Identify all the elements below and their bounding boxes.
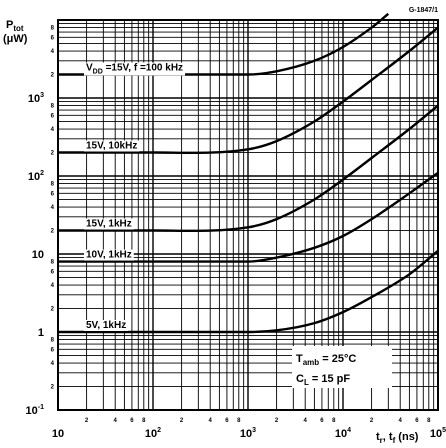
x-minor-tick-label: 8 [427, 418, 431, 424]
y-axis-title: Ptot (μW) [3, 19, 28, 45]
y-minor-tick-label: 4 [51, 127, 55, 133]
x-axis-title-sub-2: f [393, 436, 396, 445]
y-tick-label: 103 [28, 92, 44, 105]
x-axis-title: tr, tf (ns) [376, 431, 419, 445]
series-label-1: 15V, 10kHz [86, 141, 137, 152]
series-label-2: 15V, 1kHz [86, 219, 132, 230]
conditions-box: Tamb = 25°C CL = 15 pF [292, 346, 392, 388]
x-tick-label: 104 [335, 427, 351, 440]
series-curve-2 [58, 104, 439, 233]
y-minor-tick-label: 4 [51, 49, 55, 55]
x-minor-tick-label: 8 [332, 418, 336, 424]
x-axis-title-part-3: (ns) [395, 431, 419, 443]
y-minor-tick-label: 2 [51, 151, 55, 157]
y-minor-tick-label: 6 [51, 35, 55, 41]
x-minor-tick-label: 4 [209, 418, 213, 424]
x-tick-label: 103 [240, 427, 256, 440]
series-curve-3 [58, 171, 439, 263]
ambient-temperature-label: Tamb = 25°C [296, 353, 356, 367]
y-minor-tick-label: 8 [51, 260, 55, 266]
x-minor-tick-label: 2 [85, 418, 89, 424]
x-minor-tick-label: 4 [114, 418, 118, 424]
y-minor-tick-label: 4 [51, 205, 55, 211]
y-minor-tick-label: 2 [51, 385, 55, 391]
y-tick-label: 1 [38, 327, 44, 339]
series-label-background [84, 249, 134, 261]
y-minor-tick-label: 6 [51, 269, 55, 275]
labels: 10 102 103 104 105 2 4 6 8 2 4 6 8 2 4 6 8 2 4 6 8 10-1 1 10 102… [26, 26, 446, 440]
x-minor-tick-label: 6 [320, 418, 324, 424]
series-label-background [84, 62, 186, 76]
y-axis-title-unit: (μW) [3, 33, 28, 45]
series-label-0: VDD =15V, f =100 kHz [86, 63, 183, 76]
y-minor-tick-label: 8 [51, 338, 55, 344]
y-minor-tick-label: 6 [51, 347, 55, 353]
y-minor-tick-label: 8 [51, 182, 55, 188]
y-axis-title-subscript: tot [13, 24, 24, 33]
x-axis-title-part-1: t [376, 431, 380, 443]
x-minor-tick-label: 4 [399, 418, 403, 424]
series-label-background [84, 140, 140, 152]
x-minor-tick-label: 2 [275, 418, 279, 424]
series-curve-1 [58, 26, 439, 155]
series-label-background [84, 320, 129, 331]
svg-text:Ptot: Ptot [6, 19, 24, 33]
svg-text:tr, tf (ns): tr, tf (ns) [376, 431, 419, 445]
load-capacitance-label: CL = 15 pF [296, 373, 350, 387]
y-minor-tick-label: 8 [51, 26, 55, 32]
series-label-3: 10V, 1kHz [86, 250, 132, 261]
y-minor-tick-label: 6 [51, 191, 55, 197]
x-axis-title-sub-1: r [380, 436, 383, 445]
grid [57, 20, 438, 411]
x-tick-label: 10 [52, 428, 64, 440]
x-minor-tick-label: 6 [130, 418, 134, 424]
figure-id: G-1847/1 [409, 7, 438, 14]
y-minor-tick-label: 2 [51, 229, 55, 235]
x-minor-tick-label: 2 [370, 418, 374, 424]
x-axis-title-part-2: , t [383, 431, 393, 443]
x-minor-tick-label: 6 [415, 418, 419, 424]
x-minor-tick-label: 8 [237, 418, 241, 424]
y-tick-label: 10 [32, 249, 44, 261]
y-minor-tick-label: 4 [51, 361, 55, 367]
x-tick-label: 105 [430, 427, 446, 440]
series-label-4: 5V, 1kHz [86, 320, 126, 331]
series-curve-4 [58, 249, 439, 334]
y-minor-tick-label: 4 [51, 283, 55, 289]
y-minor-tick-label: 2 [51, 73, 55, 79]
x-minor-tick-label: 8 [142, 418, 146, 424]
plot-frame [57, 19, 439, 411]
y-axis-title-symbol: P [6, 19, 13, 31]
y-minor-tick-label: 6 [51, 113, 55, 119]
y-minor-tick-label: 2 [51, 307, 55, 313]
x-tick-label: 102 [145, 427, 161, 440]
series-label-background [84, 218, 134, 230]
y-minor-tick-label: 8 [51, 104, 55, 110]
y-tick-label: 10-1 [26, 404, 45, 417]
x-minor-tick-label: 4 [304, 418, 308, 424]
y-tick-label: 102 [28, 170, 44, 183]
x-minor-tick-label: 2 [180, 418, 184, 424]
x-minor-tick-label: 6 [225, 418, 229, 424]
